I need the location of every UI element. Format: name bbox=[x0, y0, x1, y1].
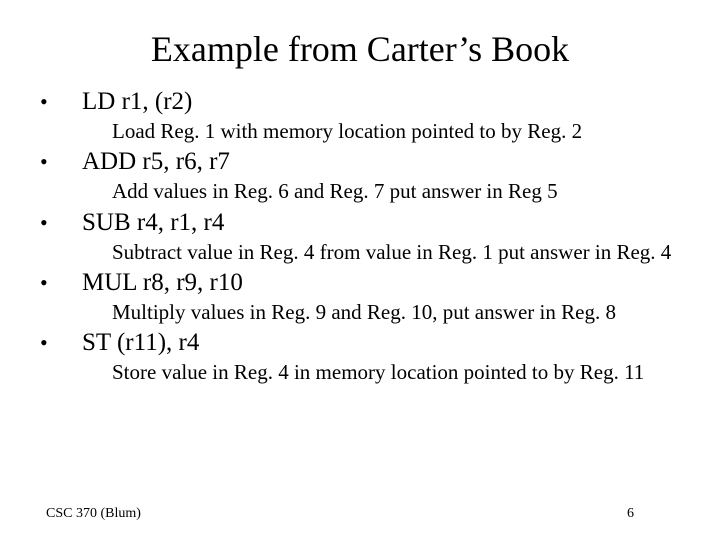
instruction-text: ST (r11), r4 bbox=[82, 329, 199, 357]
list-item: • SUB r4, r1, r4 Subtract value in Reg. … bbox=[40, 209, 684, 265]
instruction-text: SUB r4, r1, r4 bbox=[82, 209, 224, 237]
slide-title: Example from Carter’s Book bbox=[36, 28, 684, 70]
instruction-line: • LD r1, (r2) bbox=[40, 88, 684, 116]
list-item: • ST (r11), r4 Store value in Reg. 4 in … bbox=[40, 329, 684, 385]
footer: CSC 370 (Blum) 6 bbox=[46, 506, 634, 522]
instruction-line: • MUL r8, r9, r10 bbox=[40, 269, 684, 297]
bullet-icon: • bbox=[40, 330, 82, 356]
bullet-icon: • bbox=[40, 149, 82, 175]
instruction-line: • ST (r11), r4 bbox=[40, 329, 684, 357]
list-item: • ADD r5, r6, r7 Add values in Reg. 6 an… bbox=[40, 148, 684, 204]
bullet-icon: • bbox=[40, 270, 82, 296]
bullet-icon: • bbox=[40, 210, 82, 236]
description-text: Subtract value in Reg. 4 from value in R… bbox=[112, 239, 684, 265]
slide-number: 6 bbox=[627, 506, 634, 522]
bullet-list: • LD r1, (r2) Load Reg. 1 with memory lo… bbox=[36, 88, 684, 385]
instruction-text: LD r1, (r2) bbox=[82, 88, 192, 116]
instruction-text: MUL r8, r9, r10 bbox=[82, 269, 243, 297]
instruction-line: • ADD r5, r6, r7 bbox=[40, 148, 684, 176]
instruction-text: ADD r5, r6, r7 bbox=[82, 148, 230, 176]
description-text: Add values in Reg. 6 and Reg. 7 put answ… bbox=[112, 178, 684, 204]
bullet-icon: • bbox=[40, 89, 82, 115]
description-text: Load Reg. 1 with memory location pointed… bbox=[112, 118, 684, 144]
list-item: • MUL r8, r9, r10 Multiply values in Reg… bbox=[40, 269, 684, 325]
footer-left: CSC 370 (Blum) bbox=[46, 506, 141, 522]
list-item: • LD r1, (r2) Load Reg. 1 with memory lo… bbox=[40, 88, 684, 144]
description-text: Multiply values in Reg. 9 and Reg. 10, p… bbox=[112, 299, 684, 325]
instruction-line: • SUB r4, r1, r4 bbox=[40, 209, 684, 237]
description-text: Store value in Reg. 4 in memory location… bbox=[112, 359, 684, 385]
